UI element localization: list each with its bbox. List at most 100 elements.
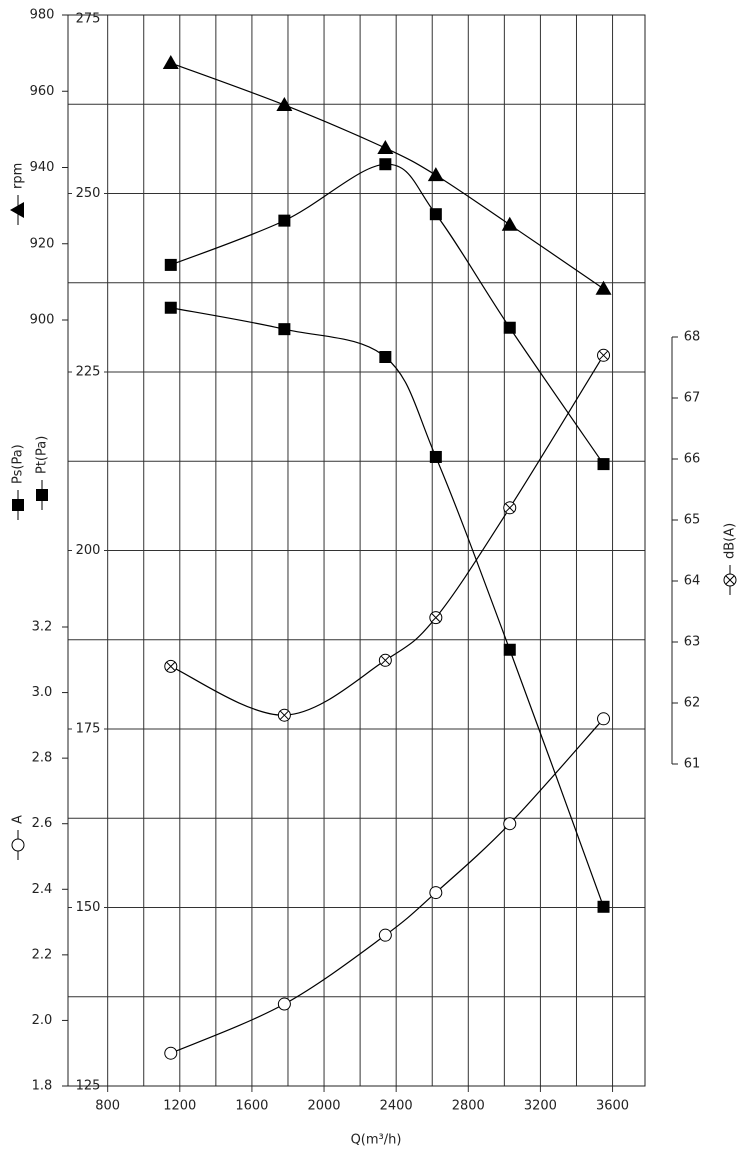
y-tick-label: 175 [76, 722, 101, 737]
x-tick-label: 1200 [163, 1099, 196, 1114]
plot-frame [67, 14, 646, 1087]
marker-part [505, 503, 515, 513]
y-tick-label: 2.6 [32, 816, 53, 831]
marker [429, 886, 443, 900]
x-tick-label: 2400 [380, 1099, 413, 1114]
y-tick-label: 61 [684, 757, 701, 772]
marker [503, 501, 517, 515]
x-tick-label: 1600 [235, 1099, 268, 1114]
label-bg [72, 898, 104, 917]
marker [503, 643, 516, 656]
axis-label: rpm [11, 163, 26, 189]
y-tick-label: 275 [76, 12, 101, 27]
y-tick-label: 920 [30, 236, 55, 251]
y-tick-label: 150 [76, 900, 101, 915]
axis-label: Ps(Pa) [11, 444, 26, 484]
marker [377, 140, 394, 155]
marker-part [599, 350, 608, 360]
y-tick-label: 68 [684, 330, 701, 345]
axis-legend: Ps(Pa) [11, 444, 26, 520]
label-bg [72, 184, 104, 203]
marker [277, 997, 291, 1011]
x-tick-label: 3200 [524, 1099, 557, 1114]
marker [10, 202, 24, 218]
marker [12, 499, 24, 511]
marker [723, 573, 737, 587]
x-tick-label: 2000 [307, 1099, 340, 1114]
y-tick-label: 960 [30, 84, 55, 99]
y-tick-label: 225 [76, 365, 101, 380]
y-tick-label: 2.4 [32, 882, 53, 897]
marker [503, 817, 517, 831]
marker [164, 659, 178, 673]
marker [597, 348, 611, 362]
y-tick-label: 200 [76, 543, 101, 558]
y-tick-label: 65 [684, 513, 701, 528]
marker [276, 96, 293, 111]
y-tick-label: 64 [684, 574, 701, 589]
axis-label: Pt(Pa) [35, 436, 50, 474]
label-bg [72, 541, 104, 560]
marker-part [166, 662, 176, 671]
label-bg [72, 363, 104, 381]
y-tick-label: 3.0 [32, 685, 53, 700]
marker [429, 450, 442, 463]
marker [595, 280, 612, 295]
y-tick-label: 2.0 [32, 1013, 53, 1028]
axis-legend: rpm [10, 163, 26, 225]
marker [379, 351, 392, 364]
marker [378, 653, 392, 667]
axis-legend: A [11, 815, 26, 860]
y-tick-label: 940 [30, 160, 55, 175]
y-tick-label: 1.8 [32, 1079, 53, 1094]
y-tick-label: 63 [684, 635, 701, 650]
marker [429, 208, 442, 221]
marker [164, 301, 177, 314]
marker-part [725, 575, 735, 585]
marker [378, 928, 392, 942]
y-tick-label: 66 [684, 452, 701, 467]
y-tick-label: 250 [76, 186, 101, 201]
marker [278, 323, 291, 336]
marker-part [280, 710, 289, 720]
marker [36, 489, 48, 501]
marker-part [380, 655, 390, 665]
y-tick-label: 2.8 [32, 751, 53, 766]
marker [278, 214, 291, 227]
marker [597, 458, 610, 471]
marker [597, 712, 611, 726]
marker [501, 216, 518, 231]
marker [164, 258, 177, 271]
marker [162, 55, 179, 70]
axis-label: dB(A) [723, 523, 738, 559]
axis-legend: dB(A) [723, 523, 738, 595]
x-tick-label: 800 [95, 1099, 120, 1114]
series-line [170, 307, 605, 907]
axis-label: A [11, 815, 26, 824]
y-tick-label: 980 [30, 8, 55, 23]
series-line [170, 62, 604, 290]
label-bg [72, 720, 104, 738]
marker [427, 167, 444, 182]
marker [164, 1046, 178, 1060]
marker [429, 611, 443, 625]
series-line [170, 163, 605, 465]
marker-part [431, 613, 441, 622]
marker [503, 321, 516, 334]
x-tick-label: 2800 [452, 1099, 485, 1114]
y-tick-label: 2.2 [32, 947, 53, 962]
marker [11, 838, 25, 852]
marker [597, 900, 610, 913]
y-tick-label: 3.2 [32, 620, 53, 635]
series-line [170, 354, 605, 716]
x-axis-label: Q(m³/h) [351, 1133, 402, 1148]
y-tick-label: 67 [684, 391, 701, 406]
series-line [170, 718, 604, 1054]
marker [277, 708, 291, 722]
y-tick-label: 900 [30, 313, 55, 328]
marker [379, 158, 392, 171]
axis-legend: Pt(Pa) [35, 436, 50, 510]
y-tick-label: 62 [684, 696, 701, 711]
x-tick-label: 3600 [596, 1099, 629, 1114]
